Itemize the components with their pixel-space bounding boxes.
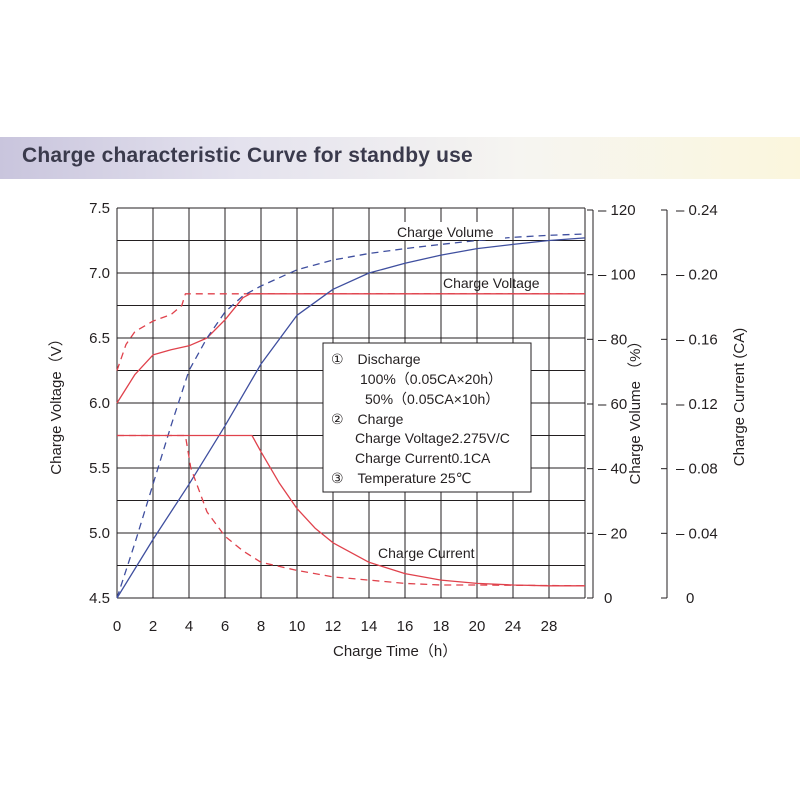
voltage-tick-label: 5.0 bbox=[89, 525, 110, 542]
curve-label-charge-current: Charge Current bbox=[378, 545, 475, 561]
current-tick-label: – 0.16 bbox=[676, 331, 718, 348]
voltage-tick-label: 6.5 bbox=[89, 330, 110, 347]
legend-charge-current: Charge Current0.1CA bbox=[355, 450, 491, 466]
volume-tick-label: 0 bbox=[604, 590, 612, 607]
current-tick-label: – 0.20 bbox=[676, 267, 718, 284]
voltage-tick-label: 4.5 bbox=[89, 590, 110, 607]
x-tick-label: 0 bbox=[113, 618, 121, 635]
legend-charge-voltage: Charge Voltage2.275V/C bbox=[355, 430, 510, 446]
charge-voltage-dashed-curve bbox=[116, 293, 585, 371]
curve-label-charge-volume: Charge Volume bbox=[397, 224, 494, 240]
voltage-tick-label: 7.0 bbox=[89, 265, 110, 282]
charge-volume-solid-curve bbox=[116, 237, 586, 599]
legend-discharge: ① Discharge bbox=[331, 351, 421, 367]
plot-axes: 0 2 4 6 8 10 12 14 16 18 20 24 284.55.05.56.06.57.07… bbox=[89, 200, 718, 635]
title-banner bbox=[0, 137, 800, 179]
volume-tick-label: – 120 bbox=[598, 202, 636, 219]
curve-label-charge-voltage: Charge Voltage bbox=[443, 275, 540, 291]
legend-discharge-100: 100%（0.05CA×20h） bbox=[360, 371, 502, 387]
x-tick-label: 24 bbox=[505, 618, 522, 635]
x-tick-label: 12 bbox=[325, 618, 342, 635]
volume-tick-label: – 60 bbox=[598, 396, 627, 413]
current-tick-label: – 0.12 bbox=[676, 396, 718, 413]
x-tick-label: 20 bbox=[469, 618, 486, 635]
page-title: Charge characteristic Curve for standby … bbox=[22, 144, 473, 167]
current-axis-title: Charge Current (CA) bbox=[731, 328, 748, 466]
x-tick-label: 10 bbox=[289, 618, 306, 635]
x-tick-label: 2 bbox=[149, 618, 157, 635]
curve-label-bg bbox=[395, 222, 505, 240]
x-tick-label: 16 bbox=[397, 618, 414, 635]
current-tick-label: 0 bbox=[686, 590, 694, 607]
volume-tick-label: – 80 bbox=[598, 331, 627, 348]
volume-tick-label: – 20 bbox=[598, 525, 627, 542]
voltage-tick-label: 7.5 bbox=[89, 200, 110, 217]
current-tick-label: – 0.04 bbox=[676, 525, 718, 542]
legend-discharge-50: 50%（0.05CA×10h） bbox=[365, 391, 499, 407]
x-tick-label: 6 bbox=[221, 618, 229, 635]
x-tick-label: 8 bbox=[257, 618, 265, 635]
charge-voltage-solid-curve bbox=[116, 293, 585, 404]
volume-axis-title: Charge Volume （%） bbox=[627, 334, 644, 485]
legend-temperature: ③ Temperature 25℃ bbox=[331, 470, 471, 486]
x-tick-label: 14 bbox=[361, 618, 378, 635]
x-tick-label: 4 bbox=[185, 618, 193, 635]
x-tick-label: 18 bbox=[433, 618, 450, 635]
voltage-tick-label: 5.5 bbox=[89, 460, 110, 477]
curve-labels: Charge Volume Charge Voltage Charge Curr… bbox=[378, 222, 540, 561]
conditions-legend-box bbox=[322, 342, 532, 493]
volume-tick-label: – 40 bbox=[598, 461, 627, 478]
charge-current-dashed-curve bbox=[117, 434, 586, 587]
x-tick-label: 28 bbox=[541, 618, 558, 635]
conditions-legend: ① Discharge 100%（0.05CA×20h） 50%（0.05CA×… bbox=[322, 342, 532, 493]
legend-charge: ② Charge bbox=[331, 411, 404, 427]
voltage-axis-title: Charge Voltage（V） bbox=[48, 331, 65, 474]
voltage-tick-label: 6.0 bbox=[89, 395, 110, 412]
x-axis-title: Charge Time（h） bbox=[333, 643, 457, 660]
current-tick-label: – 0.24 bbox=[676, 202, 718, 219]
axis-titles: Charge Time（h） Charge Voltage（V） Charge … bbox=[48, 328, 748, 660]
volume-tick-label: – 100 bbox=[598, 267, 636, 284]
current-tick-label: – 0.08 bbox=[676, 461, 718, 478]
